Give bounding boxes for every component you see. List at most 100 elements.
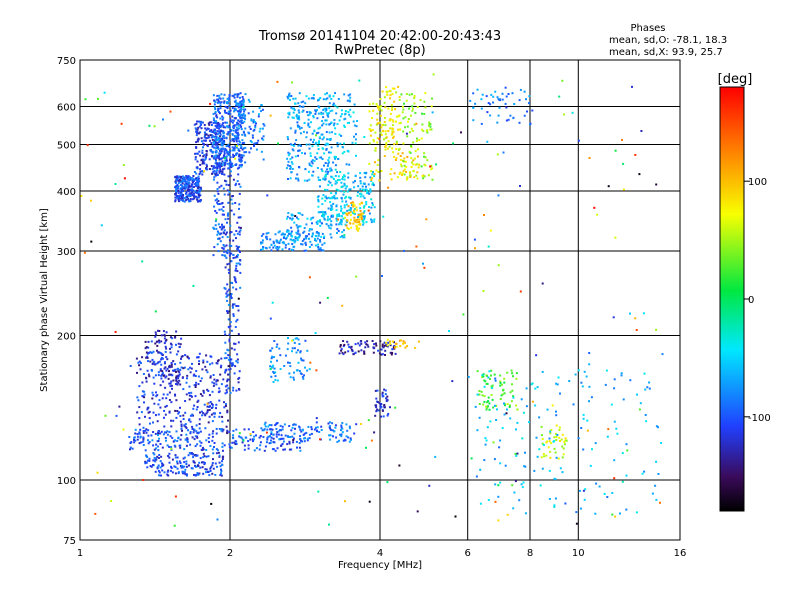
echo-point (328, 167, 331, 170)
echo-point (212, 254, 215, 257)
echo-point (382, 215, 385, 218)
echo-point (139, 368, 142, 371)
echo-point (329, 201, 332, 204)
echo-point (185, 182, 188, 185)
echo-point (235, 428, 238, 431)
echo-point (178, 199, 181, 202)
echo-point (513, 491, 516, 494)
echo-point (406, 135, 409, 138)
echo-point (306, 131, 308, 134)
echo-point (114, 183, 117, 185)
echo-point (227, 310, 230, 313)
echo-point (240, 147, 243, 149)
echo-point (270, 249, 273, 252)
echo-point (130, 441, 133, 443)
echo-point (323, 164, 325, 167)
echo-point (228, 190, 231, 193)
echo-point (525, 405, 528, 408)
echo-point (288, 361, 291, 364)
echo-point (359, 172, 362, 175)
echo-point (340, 219, 343, 222)
echo-point (231, 119, 234, 122)
echo-point (227, 419, 229, 422)
echo-point (186, 439, 189, 442)
echo-point (140, 362, 142, 364)
echo-point (391, 106, 394, 109)
echo-point (231, 149, 234, 152)
echo-point (210, 502, 213, 505)
echo-point (329, 197, 331, 200)
echo-point (317, 176, 320, 179)
echo-point (313, 428, 316, 431)
echo-point (157, 403, 160, 406)
echo-point (240, 121, 243, 124)
echo-point (163, 471, 166, 474)
echo-point (519, 185, 521, 187)
echo-point (178, 175, 181, 178)
echo-point (283, 365, 286, 367)
echo-point (495, 419, 498, 421)
echo-point (290, 213, 293, 216)
echo-point (231, 195, 234, 197)
echo-point (218, 132, 221, 135)
echo-point (276, 246, 279, 248)
echo-point (291, 435, 294, 438)
echo-point (221, 163, 224, 166)
echo-point (311, 233, 314, 236)
echo-point (141, 260, 144, 263)
echo-point (170, 466, 173, 469)
echo-point (223, 401, 225, 404)
echo-point (207, 134, 210, 137)
echo-point (636, 393, 638, 396)
echo-point (223, 229, 226, 232)
echo-point (413, 102, 416, 105)
echo-point (545, 454, 548, 457)
echo-point (368, 212, 371, 215)
echo-point (329, 169, 332, 172)
echo-point (239, 185, 242, 188)
echo-point (159, 432, 162, 435)
echo-point (221, 460, 223, 463)
echo-point (302, 109, 305, 112)
echo-point (619, 512, 621, 515)
echo-point (290, 230, 293, 233)
echo-point (266, 436, 269, 439)
echo-point (359, 176, 362, 179)
echo-point (204, 365, 207, 368)
echo-point (259, 248, 262, 251)
echo-point (381, 395, 384, 398)
echo-point (289, 143, 292, 146)
echo-point (208, 409, 211, 411)
echo-point (432, 73, 435, 76)
echo-point (384, 130, 387, 133)
echo-point (528, 421, 530, 424)
echo-point (480, 98, 483, 101)
echo-point (220, 364, 223, 367)
echo-point (197, 126, 200, 129)
echo-point (243, 448, 246, 451)
echo-point (372, 351, 375, 354)
echo-point (147, 439, 149, 442)
echo-point (310, 97, 313, 100)
echo-point (305, 235, 308, 237)
echo-point (310, 160, 313, 163)
echo-point (603, 492, 606, 495)
echo-point (343, 178, 346, 181)
echo-point (198, 418, 201, 421)
echo-point (476, 429, 479, 432)
echo-point (152, 464, 154, 466)
echo-point (214, 224, 217, 227)
echo-point (136, 396, 139, 399)
echo-point (403, 173, 406, 176)
echo-point (473, 238, 476, 241)
echo-point (239, 271, 242, 274)
echo-point (346, 214, 349, 217)
echo-point (138, 417, 141, 420)
echo-point (373, 218, 376, 221)
echo-point (237, 124, 240, 127)
echo-point (219, 133, 222, 136)
echo-point (197, 383, 200, 386)
echo-point (224, 392, 227, 395)
echo-point (487, 499, 490, 501)
